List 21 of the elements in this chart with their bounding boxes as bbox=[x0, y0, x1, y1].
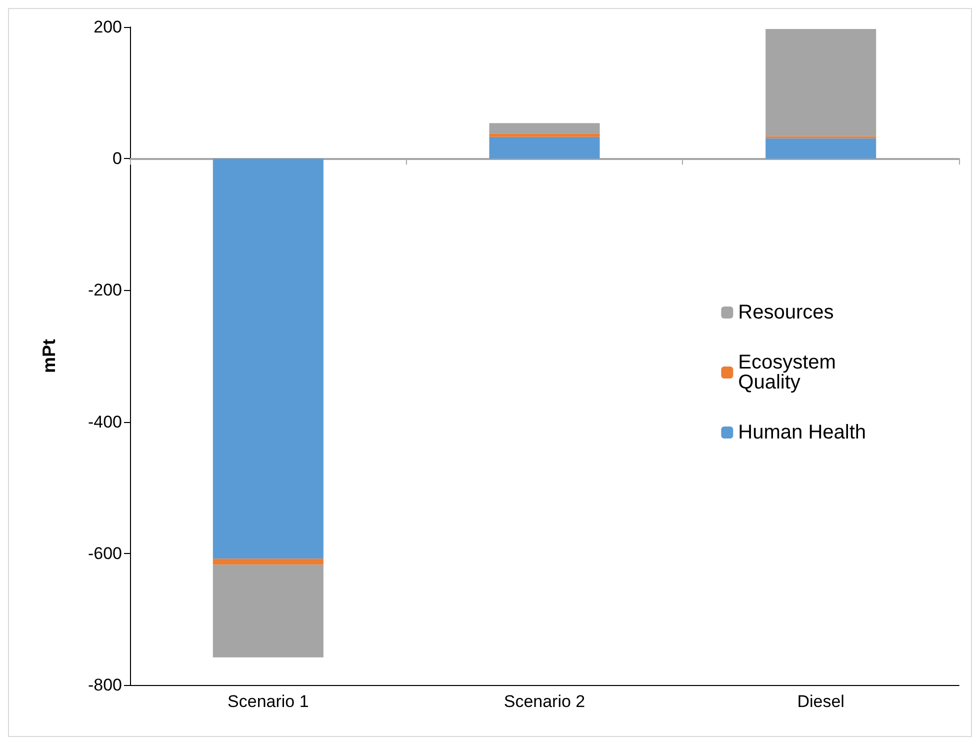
y-tick-label: 0 bbox=[112, 149, 122, 168]
y-tick-label: -200 bbox=[88, 280, 122, 300]
bar bbox=[212, 558, 324, 565]
bar bbox=[489, 123, 600, 134]
bar bbox=[212, 158, 324, 559]
x-tick-label: Scenario 2 bbox=[504, 692, 586, 711]
x-tick-label: Scenario 1 bbox=[228, 692, 309, 711]
bar bbox=[766, 138, 876, 159]
y-axis-title: mPt bbox=[39, 338, 59, 374]
bar bbox=[489, 136, 600, 159]
legend-label: Resources bbox=[738, 302, 834, 324]
bar bbox=[489, 134, 600, 137]
legend-label: Human Health bbox=[738, 422, 866, 444]
y-tick-label: -800 bbox=[88, 676, 122, 694]
x-tick-label: Diesel bbox=[797, 692, 844, 711]
bar bbox=[212, 564, 324, 658]
y-tick-label: -600 bbox=[88, 544, 122, 563]
legend-label: Ecosystem Quality bbox=[738, 352, 842, 394]
y-tick-label: -400 bbox=[88, 412, 122, 432]
bar bbox=[766, 28, 876, 136]
y-tick-label: 200 bbox=[94, 18, 122, 36]
